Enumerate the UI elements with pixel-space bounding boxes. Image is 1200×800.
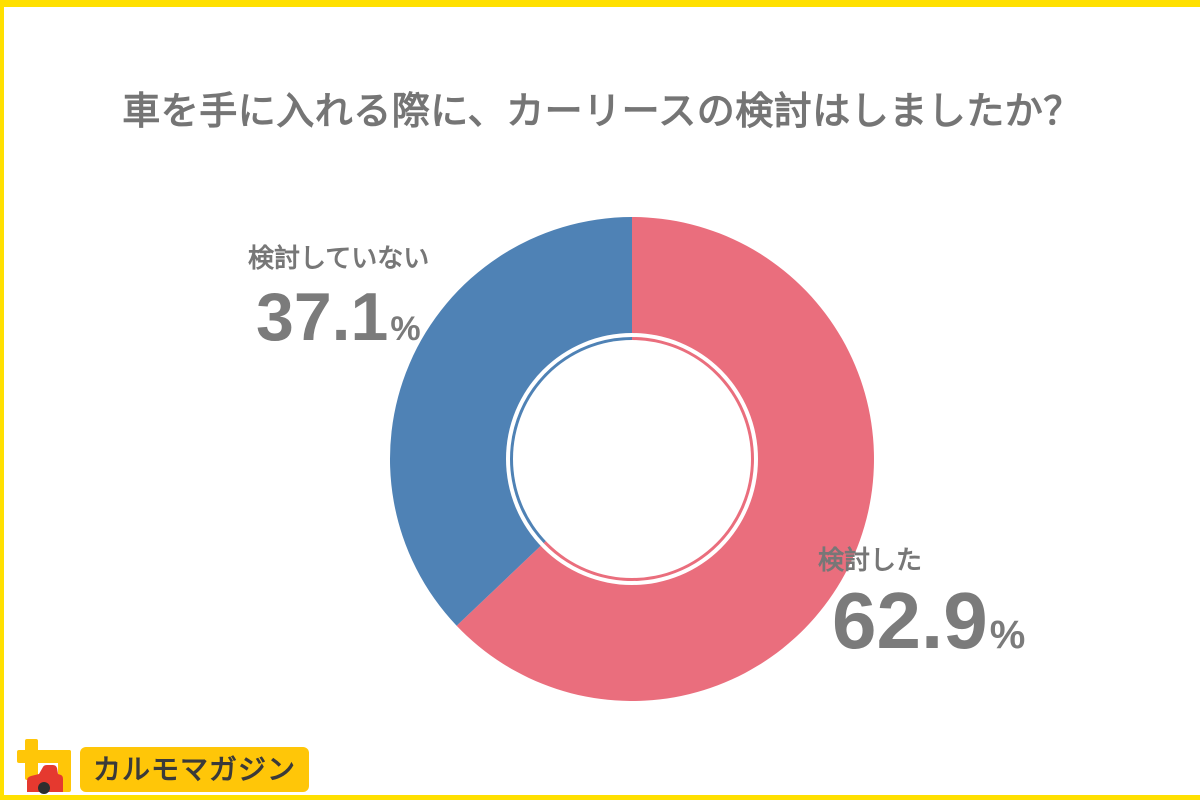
donut-chart <box>389 217 874 701</box>
karumo-car-icon <box>17 739 71 794</box>
pie-slice-1 <box>389 217 632 626</box>
donut-center <box>513 340 751 578</box>
percent-sign: % <box>390 310 421 348</box>
segment-value-number: 37.1 <box>256 279 389 355</box>
karumo-magazine-logo[interactable]: カルモマガジン <box>13 736 310 794</box>
segment-value-considered: 62.9% <box>832 581 1025 661</box>
segment-label-not-considered: 検討していない <box>248 243 430 273</box>
segment-label-considered: 検討した <box>818 545 923 575</box>
percent-sign: % <box>989 613 1026 657</box>
logo-text-badge: カルモマガジン <box>80 747 310 792</box>
chart-title: 車を手に入れる際に、カーリースの検討はしましたか？ <box>122 91 1082 133</box>
segment-value-not-considered: 37.1% <box>256 283 421 351</box>
segment-value-number: 62.9 <box>832 576 988 665</box>
